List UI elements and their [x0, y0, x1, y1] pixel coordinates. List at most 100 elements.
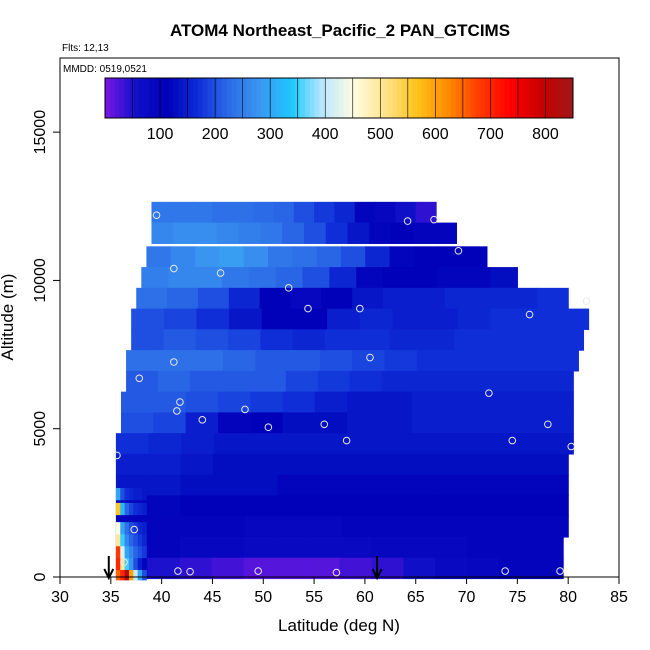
heatmap-cell	[508, 391, 542, 413]
heatmap-cell	[137, 522, 143, 535]
heatmap-cell	[255, 350, 289, 372]
flight-points	[113, 211, 591, 577]
heatmap-cell	[339, 536, 373, 559]
x-tick-label: 70	[458, 589, 476, 606]
colorbar-segment	[251, 78, 257, 118]
colorbar-segment	[109, 78, 116, 118]
heatmap-cell	[180, 474, 214, 497]
heatmap-cell	[217, 412, 251, 434]
heatmap-cell	[531, 536, 564, 559]
flight-point	[173, 407, 181, 415]
heatmap-cell	[120, 502, 126, 516]
colorbar-segment	[319, 78, 325, 118]
heatmap-cell	[317, 370, 351, 393]
heatmap-cell	[179, 536, 213, 559]
heatmap-cell	[133, 488, 139, 501]
x-tick-label: 35	[102, 589, 120, 606]
colorbar-segment	[441, 78, 447, 118]
heatmap-cell	[245, 474, 279, 497]
colorbar-segment	[402, 78, 408, 118]
heatmap-cell	[356, 267, 384, 289]
heatmap-cell	[181, 433, 215, 455]
heatmap-cell	[246, 433, 280, 455]
heatmap-cell	[137, 534, 143, 547]
heatmap-cell	[189, 370, 223, 393]
flight-point	[198, 416, 207, 424]
heatmap-cell	[136, 287, 168, 310]
colorbar-segment	[456, 78, 462, 118]
heatmap-cell	[509, 370, 542, 393]
colorbar-segment	[207, 78, 213, 118]
colorbar-segment	[397, 78, 403, 118]
heatmap-cell	[324, 329, 358, 351]
colorbar-segment	[485, 78, 491, 118]
heatmap-cell	[141, 267, 169, 289]
flight-point	[135, 374, 144, 383]
heatmap-cell	[490, 267, 518, 289]
heatmap-cell	[314, 201, 336, 224]
x-tick-label: 60	[356, 589, 374, 606]
heatmap-cell	[391, 222, 414, 244]
heatmap-cell	[340, 246, 366, 268]
heatmap-cell	[275, 267, 304, 289]
heatmap-cell	[354, 201, 376, 224]
colorbar-segment	[124, 78, 130, 118]
heatmap-cell	[195, 329, 229, 351]
heatmap-cell	[471, 495, 505, 517]
y-tick-label: 10000	[32, 258, 49, 303]
heatmap-cell	[406, 453, 440, 476]
heatmap-cell	[413, 370, 447, 393]
heatmap-cell	[327, 308, 361, 330]
heatmap-cell	[508, 412, 542, 434]
heatmap-cell	[425, 308, 459, 330]
flight-point	[284, 284, 293, 292]
colorbar-segment	[373, 78, 379, 118]
heatmap-cell	[253, 370, 287, 393]
colorbar-tick-label: 500	[367, 126, 394, 143]
heatmap-cell	[195, 246, 220, 268]
heatmap-cell	[403, 536, 436, 559]
heatmap-cell	[275, 557, 309, 580]
x-tick-label: 40	[153, 589, 171, 606]
colorbar-segment	[173, 78, 179, 118]
flight-point	[304, 304, 312, 313]
heatmap-cell	[124, 488, 130, 501]
colorbar-segment	[353, 78, 360, 118]
heatmap-cell	[357, 329, 391, 351]
heatmap-cell	[124, 568, 130, 581]
x-axis: 30 35 40 45 50 55 60 65 70 75 80 85	[51, 577, 628, 606]
heatmap-cell	[212, 201, 234, 224]
heatmap-cell	[321, 287, 353, 310]
heatmap-cell	[170, 246, 196, 268]
heatmap-cell	[232, 201, 254, 224]
heatmap-cell	[325, 222, 349, 244]
colorbar-segment	[519, 78, 525, 118]
heatmap-cell	[168, 267, 196, 289]
flight-point	[152, 211, 161, 219]
heatmap-cell	[120, 534, 126, 547]
heatmap-cell	[413, 287, 446, 310]
heatmap-cell	[481, 350, 515, 372]
heatmap-cell	[238, 222, 261, 244]
down-arrow	[371, 556, 383, 581]
heatmap-cell	[523, 308, 557, 330]
colorbar-segment	[538, 78, 545, 118]
x-axis-label: Latitude (deg N)	[278, 616, 400, 635]
colorbar-segment	[460, 78, 467, 118]
heatmap-cell	[377, 433, 411, 455]
flight-point	[170, 358, 178, 366]
heatmap-cell	[131, 308, 165, 330]
colorbar-segment	[431, 78, 438, 118]
heatmap-cell	[438, 246, 464, 268]
heatmap-cell	[379, 391, 413, 413]
heatmap-cell	[142, 522, 147, 535]
heatmap-cell	[279, 433, 313, 455]
heatmap-cell	[137, 502, 143, 516]
heatmap-cell	[195, 222, 218, 244]
flight-point	[582, 297, 591, 305]
heatmap-cell	[195, 267, 223, 289]
colorbar-segment	[543, 78, 550, 118]
heatmap-cell	[507, 433, 542, 455]
x-tick-label: 55	[305, 589, 323, 606]
heatmap-cell	[540, 412, 574, 434]
